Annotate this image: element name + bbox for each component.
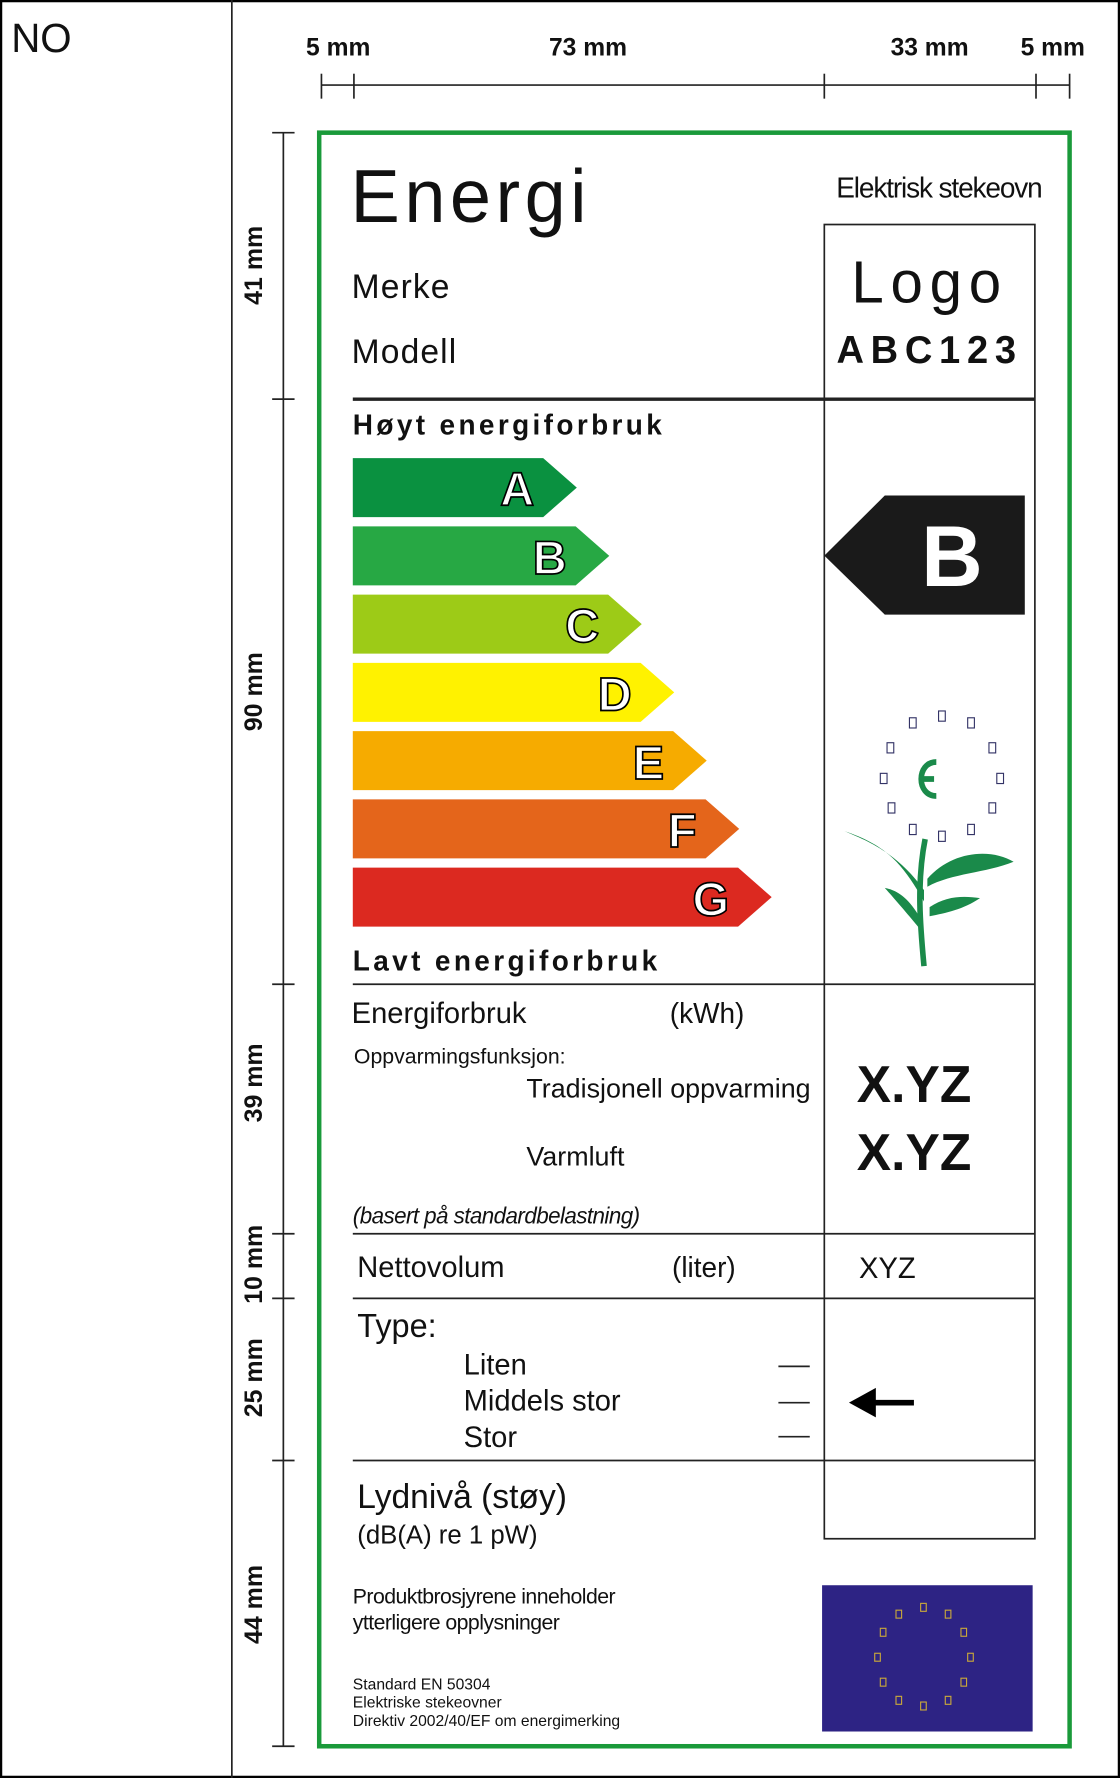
brand: Merke — [352, 268, 451, 306]
class-letter: D — [598, 668, 632, 721]
left-dimensions: 41 mm 90 mm 39 mm 10 mm 25 mm 44 mm — [241, 133, 294, 1747]
eco-flower — [844, 711, 1013, 966]
footer: Direktiv 2002/40/EF om energimerking — [353, 1713, 620, 1730]
heating-mode: Varmluft — [526, 1142, 625, 1172]
low-consumption: Lavt energiforbruk — [353, 944, 661, 976]
noise-unit: (dB(A) re 1 pW) — [357, 1521, 537, 1549]
brochure: ytterligere opplysninger — [353, 1610, 560, 1634]
dim-label: 10 mm — [241, 1225, 268, 1304]
dim-label: 39 mm — [241, 1043, 268, 1122]
footer: Standard EN 50304 — [353, 1676, 491, 1693]
heating-mode: Tradisjonell oppvarming — [526, 1073, 810, 1103]
label-title: Energi — [351, 155, 592, 239]
eu-flag — [822, 1585, 1033, 1731]
class-letter: F — [668, 805, 697, 858]
logo: Logo — [851, 250, 1007, 315]
model: Modell — [352, 333, 458, 371]
class-letter: E — [633, 737, 664, 790]
energy-unit: (kWh) — [670, 997, 745, 1029]
rating: B — [921, 509, 982, 606]
dim-label: 33 mm — [891, 34, 969, 61]
class-letter: C — [565, 600, 599, 653]
appliance: Elektrisk stekeovn — [836, 171, 1041, 203]
type-label: Type: — [357, 1307, 436, 1344]
noise-label: Lydnivå (støy) — [357, 1478, 567, 1516]
heating-heading: Oppvarmingsfunksjon: — [354, 1045, 566, 1069]
type-option: Stor — [464, 1421, 518, 1454]
dim-label: 90 mm — [241, 652, 268, 731]
country: NO — [11, 15, 71, 61]
model-code: ABC123 — [836, 329, 1022, 372]
class-letter: G — [693, 873, 730, 926]
class-letter: A — [500, 463, 534, 516]
page: NO 5 mm 73 mm 33 mm 5 mm 41 mm 90 mm 39 … — [0, 0, 1120, 1778]
dim-label: 73 mm — [549, 34, 627, 61]
type-option: Middels stor — [464, 1384, 621, 1417]
dim-label: 44 mm — [241, 1565, 268, 1644]
volume-unit: (liter) — [672, 1251, 736, 1283]
dim-label: 41 mm — [241, 226, 268, 305]
type-option: Liten — [464, 1348, 527, 1381]
energy-value: X.YZ — [857, 1123, 971, 1181]
volume-value: XYZ — [859, 1252, 916, 1285]
top-dimensions: 5 mm 73 mm 33 mm 5 mm — [306, 34, 1085, 98]
brochure: Produktbrosjyrene inneholder — [353, 1584, 616, 1608]
high-consumption: Høyt energiforbruk — [353, 408, 665, 440]
dim-label: 5 mm — [1021, 34, 1085, 61]
dim-label: 5 mm — [306, 34, 370, 61]
energy-value: X.YZ — [857, 1055, 971, 1113]
volume-label: Nettovolum — [357, 1251, 504, 1284]
footer: Elektriske stekeovner — [353, 1695, 502, 1712]
type-arrow — [849, 1388, 914, 1417]
dim-label: 25 mm — [241, 1338, 268, 1417]
energy-note: (basert på standardbelastning) — [353, 1203, 640, 1228]
energy-label: Energiforbruk — [352, 997, 527, 1030]
class-letter: B — [533, 532, 567, 585]
class-bar — [353, 526, 609, 585]
class-bar — [353, 458, 577, 517]
